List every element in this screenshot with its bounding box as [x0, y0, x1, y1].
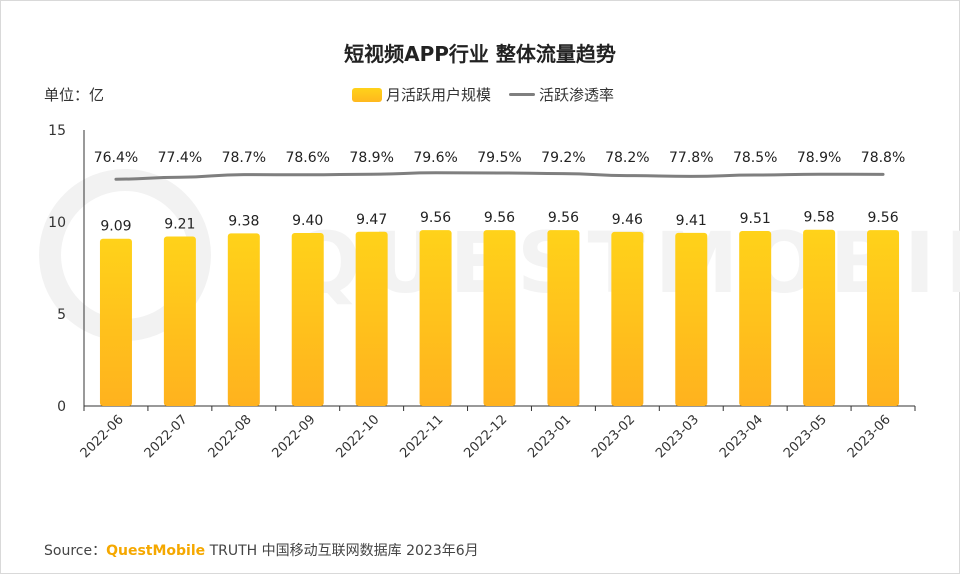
- x-tick-label: 2022-06: [78, 412, 127, 461]
- line-value-label: 78.5%: [733, 150, 777, 166]
- bar: [99, 238, 132, 406]
- line-point: [882, 173, 884, 175]
- line-series-path: [114, 171, 885, 181]
- x-tick-label: 2023-06: [845, 412, 894, 461]
- source-prefix: Source：: [44, 543, 107, 559]
- bar-value-label: 9.09: [100, 219, 131, 235]
- legend-bar-label: 月活跃用户规模: [386, 86, 492, 104]
- line-value-label: 77.8%: [669, 150, 713, 166]
- x-tick-label: 2022-10: [333, 412, 382, 461]
- source-brand-bold: QuestMobile: [106, 543, 206, 559]
- line-point: [371, 173, 373, 175]
- legend-item-line: 活跃渗透率: [509, 84, 614, 105]
- line-point: [243, 174, 245, 176]
- legend-line-label: 活跃渗透率: [539, 86, 615, 104]
- unit-label: 单位：亿: [44, 86, 105, 104]
- line-value-label: 78.7%: [222, 150, 266, 166]
- bar-value-label: 9.58: [804, 210, 835, 226]
- legend-bar-swatch: [352, 87, 382, 102]
- x-tick-label: 2023-02: [589, 412, 638, 461]
- legend-item-bar: 月活跃用户规模: [352, 84, 491, 105]
- line-point: [307, 174, 309, 176]
- x-tick-label: 2022-09: [270, 412, 319, 461]
- line-value-label: 78.6%: [285, 150, 329, 166]
- x-tick-label: 2023-04: [717, 412, 766, 461]
- line-value-label: 78.2%: [605, 150, 649, 166]
- bar-value-label: 9.56: [484, 210, 515, 226]
- line-value-label: 79.6%: [413, 150, 457, 166]
- line-value-label: 78.8%: [861, 150, 905, 166]
- bar: [547, 230, 580, 406]
- legend-line-swatch: [509, 93, 536, 96]
- bar-value-label: 9.40: [292, 213, 323, 229]
- line-point: [818, 173, 820, 175]
- bar: [163, 236, 196, 406]
- x-tick-label: 2022-12: [461, 412, 510, 461]
- line-point: [115, 178, 117, 180]
- bar-value-label: 9.56: [867, 210, 898, 226]
- bar-value-label: 9.41: [676, 213, 707, 229]
- source-brand-suffix: TRUTH: [205, 543, 258, 559]
- bar-value-label: 9.47: [356, 212, 387, 228]
- bar: [803, 229, 836, 406]
- bar: [355, 231, 388, 406]
- x-tick-label: 2022-07: [142, 412, 191, 461]
- bar: [483, 230, 516, 406]
- bar-value-label: 9.21: [164, 217, 195, 233]
- y-tick-label: 10: [48, 215, 66, 231]
- line-point: [754, 174, 756, 176]
- line-value-label: 76.4%: [94, 150, 138, 166]
- bar: [611, 231, 644, 406]
- bar: [739, 231, 772, 406]
- line-point: [435, 172, 437, 174]
- line-point: [179, 176, 181, 178]
- source-line: Source：QuestMobile TRUTH 中国移动互联网数据库 2023…: [44, 540, 479, 560]
- bar-value-label: 9.56: [420, 210, 451, 226]
- bar: [867, 230, 900, 406]
- line-value-label: 79.2%: [541, 150, 585, 166]
- line-point: [626, 175, 628, 177]
- bar-value-label: 9.46: [612, 212, 643, 228]
- x-tick-label: 2022-11: [397, 412, 446, 461]
- x-tick-label: 2022-08: [206, 412, 255, 461]
- y-tick-label: 15: [48, 123, 66, 139]
- line-value-label: 78.9%: [797, 150, 841, 166]
- line-point: [499, 172, 500, 174]
- source-brand: QuestMobile: [106, 543, 205, 559]
- bar-value-label: 9.51: [740, 211, 771, 227]
- bar-value-label: 9.38: [228, 213, 259, 229]
- line-value-label: 78.9%: [349, 150, 393, 166]
- line-point: [690, 175, 692, 177]
- bar: [419, 230, 452, 406]
- bar-value-label: 9.56: [548, 210, 579, 226]
- x-tick-label: 2023-05: [781, 412, 830, 461]
- line-value-label: 77.4%: [158, 150, 202, 166]
- x-tick-label: 2023-01: [525, 412, 574, 461]
- source-text: 中国移动互联网数据库 2023年6月: [257, 543, 479, 559]
- y-tick-label: 5: [57, 307, 66, 323]
- x-tick-label: 2023-03: [653, 412, 702, 461]
- line-point: [562, 173, 564, 175]
- line-value-label: 79.5%: [477, 150, 521, 166]
- legend: 月活跃用户规模 活跃渗透率: [352, 84, 632, 105]
- bar: [291, 233, 324, 406]
- y-tick-label: 0: [57, 399, 66, 415]
- bar: [675, 232, 708, 406]
- chart-title: 短视频APP行业 整体流量趋势: [344, 42, 616, 66]
- bar: [227, 233, 260, 406]
